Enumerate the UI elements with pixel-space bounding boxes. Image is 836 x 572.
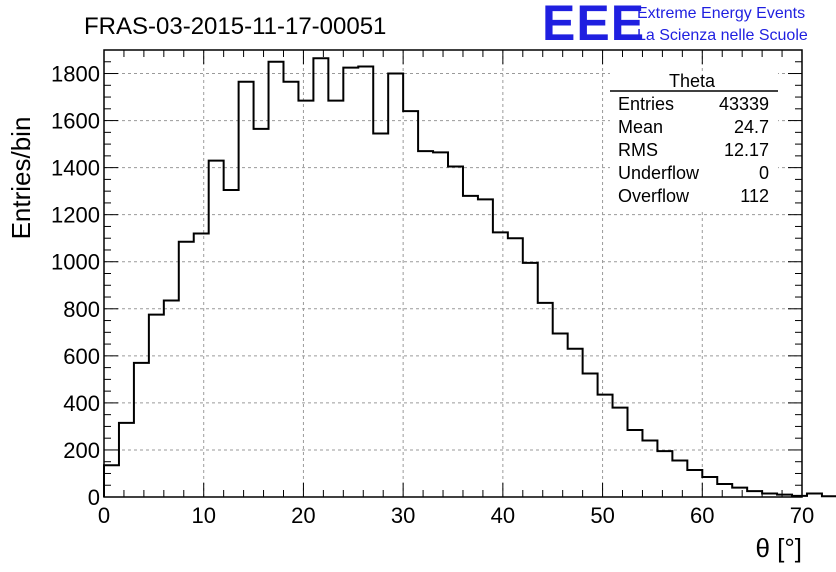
histogram-bin <box>642 441 657 497</box>
histogram-bin <box>747 491 762 497</box>
histogram-bin <box>613 408 628 497</box>
y-tick-label: 1000 <box>51 250 100 275</box>
x-tick-label: 20 <box>291 503 315 528</box>
histogram-bin <box>179 242 194 497</box>
axes <box>103 49 803 498</box>
stats-label: RMS <box>618 140 658 160</box>
histogram-bin <box>702 477 717 497</box>
histogram-bin <box>269 62 284 497</box>
y-tick-label: 1400 <box>51 156 100 181</box>
y-axis-title: Entries/bin <box>6 117 36 240</box>
stats-label: Entries <box>618 94 674 114</box>
histogram-bin <box>358 66 373 497</box>
histogram-bin <box>313 58 328 497</box>
histogram-bin <box>254 129 269 497</box>
x-tick-label: 70 <box>790 503 814 528</box>
logo-line-2: La Scienza nelle Scuole <box>637 27 808 44</box>
histogram-bin <box>508 238 523 497</box>
stats-label: Mean <box>618 117 663 137</box>
histogram-bin <box>448 166 463 497</box>
histogram-bin <box>493 232 508 497</box>
histogram-bin <box>373 134 388 497</box>
x-tick-label: 50 <box>590 503 614 528</box>
stats-value: 12.17 <box>724 140 769 160</box>
histogram-bin <box>194 234 209 497</box>
tick-labels: 0 10 20 30 40 50 60 70 0 200 400 600 800 1000 1200 1400… <box>51 62 814 528</box>
logo-line-1: Extreme Energy Events <box>637 5 805 22</box>
stats-value: 112 <box>740 186 769 206</box>
histogram-bin <box>433 152 448 497</box>
x-tick-label: 60 <box>690 503 714 528</box>
histogram-bin <box>598 395 613 497</box>
histogram-bin <box>463 196 478 497</box>
histogram-bin <box>388 74 403 497</box>
y-tick-label: 0 <box>88 485 100 510</box>
histogram-bin <box>239 82 254 497</box>
histogram-bin <box>538 303 553 497</box>
x-axis-title: θ [°] <box>755 533 802 563</box>
histogram-bin <box>657 451 672 497</box>
histogram-bin <box>553 333 568 497</box>
histogram-bin <box>672 461 687 497</box>
histogram-bin <box>283 82 298 497</box>
histogram-bin <box>717 484 732 497</box>
y-tick-label: 200 <box>63 438 100 463</box>
histogram-bin <box>807 493 822 497</box>
stats-box-title: Theta <box>669 71 716 91</box>
histogram-bin <box>568 349 583 497</box>
histogram-outline <box>103 57 836 498</box>
x-tick-label: 40 <box>491 503 515 528</box>
histogram-bin <box>104 465 119 497</box>
stats-rows: Entries 43339 Mean 24.7 RMS 12.17 Underflow 0 Ov… <box>618 94 769 206</box>
histogram-bin <box>687 470 702 497</box>
histogram-bin <box>224 190 239 497</box>
stats-label: Underflow <box>618 163 700 183</box>
stats-value: 24.7 <box>734 117 769 137</box>
y-tick-label: 1800 <box>51 62 100 87</box>
histogram-bin <box>149 315 164 497</box>
y-tick-label: 1200 <box>51 203 100 228</box>
histogram-bin <box>343 68 358 497</box>
chart-title: FRAS-03-2015-11-17-00051 <box>84 13 386 40</box>
x-tick-label: 30 <box>391 503 415 528</box>
histogram-bin <box>418 151 433 497</box>
histogram-bin <box>134 363 149 497</box>
eee-logo-mark: EEE <box>542 0 645 51</box>
histogram-bin <box>478 199 493 497</box>
stats-label: Overflow <box>618 186 690 206</box>
y-tick-label: 600 <box>63 344 100 369</box>
y-tick-label: 400 <box>63 391 100 416</box>
stats-value: 0 <box>759 163 769 183</box>
histogram-bin <box>119 423 134 497</box>
histogram-bin <box>523 263 538 497</box>
y-tick-label: 1600 <box>51 109 100 134</box>
stats-box-background <box>610 72 778 210</box>
histogram-bin <box>298 101 313 497</box>
x-tick-label: 10 <box>191 503 215 528</box>
stats-box: Theta Entries 43339 Mean 24.7 RMS 12.17 Underf… <box>610 71 778 210</box>
histogram-bin <box>164 301 179 497</box>
histogram-bin <box>583 373 598 497</box>
histogram-bin <box>209 161 224 497</box>
stats-value: 43339 <box>719 94 769 114</box>
histogram-bin <box>732 488 747 497</box>
histogram-bin <box>403 111 418 497</box>
histogram-bin <box>628 430 643 497</box>
x-tick-label: 0 <box>98 503 110 528</box>
histogram-bin <box>328 101 343 497</box>
histogram-bin <box>822 496 836 497</box>
histogram-series <box>103 57 836 498</box>
y-tick-label: 800 <box>63 297 100 322</box>
